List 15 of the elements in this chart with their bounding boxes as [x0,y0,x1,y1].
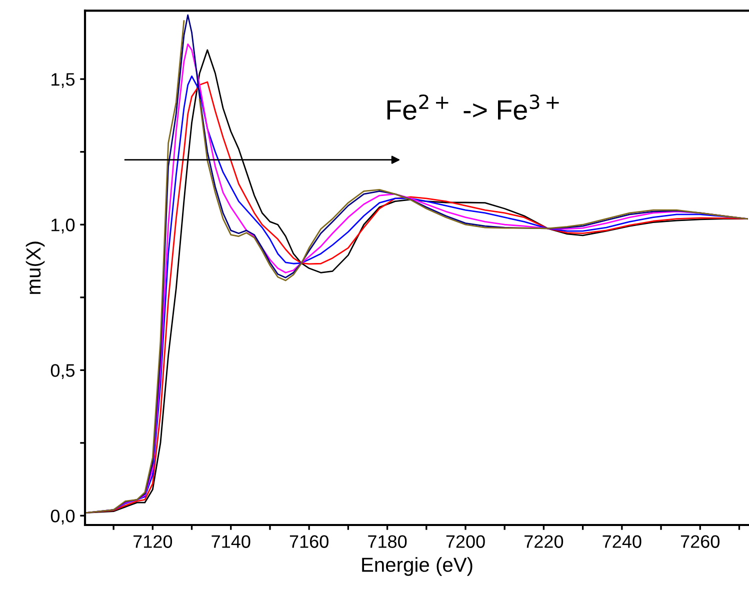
annotation: Fe$^{2+}$ -> Fe$^{3+}$ [387,94,559,120]
y-tick-label: 1,5 [52,73,75,88]
x-tick-label: 7200 [446,535,485,548]
y-tick-label: 1,0 [52,218,75,234]
x-tick-label: 7260 [680,535,720,548]
x-tick-label: 7140 [212,535,250,548]
x-tick-label: 7240 [602,535,642,548]
x-tick-label: 7220 [524,535,564,548]
y-tick-label: 0,0 [50,510,75,525]
x-tick-label: 7180 [368,535,407,548]
y-axis-title: mu(X) [26,242,45,294]
x-tick-label: 7160 [290,535,328,548]
x-axis-title: Energie (eV) [362,557,472,576]
x-tick-label: 7120 [134,535,172,548]
y-tick-label: 0,5 [50,364,75,380]
